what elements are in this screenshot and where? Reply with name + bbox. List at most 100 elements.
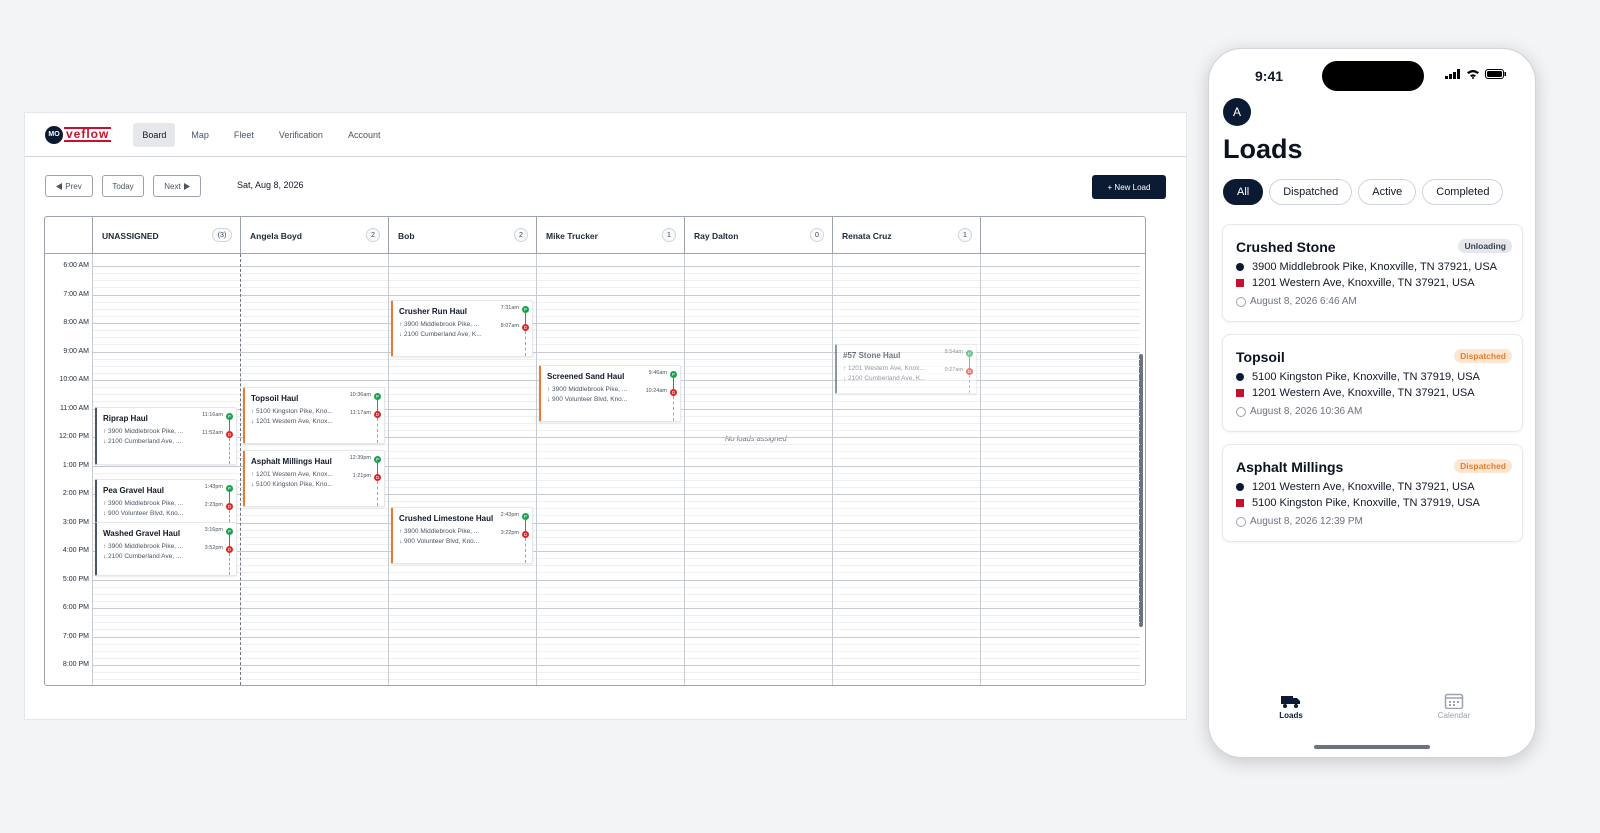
dropoff-pin-icon: D	[374, 411, 381, 418]
filter-dispatched[interactable]: Dispatched	[1269, 179, 1353, 205]
mobile-app: 9:41 A Loads All Dispatched Active Compl…	[1208, 48, 1536, 758]
pickup-time: 3:16pm	[204, 527, 223, 533]
route-tail	[229, 553, 230, 575]
quarter-gridline	[92, 479, 1140, 481]
load-list-item[interactable]: Asphalt Millings Dispatched 1201 Western A…	[1222, 444, 1523, 542]
pickup-pin-icon: P	[522, 513, 529, 520]
tab-calendar-label: Calendar	[1437, 711, 1471, 720]
filter-active[interactable]: Active	[1358, 179, 1417, 205]
tab-calendar[interactable]: Calendar	[1424, 693, 1484, 720]
pickup-address: ↑ 3900 Middlebrook Pike, ...	[103, 543, 184, 550]
hour-gridline	[92, 351, 1140, 353]
hour-gridline	[92, 551, 1140, 552]
column-name: Ray Dalton	[694, 230, 739, 241]
dropoff-address: 1201 Western Ave, Knoxville, TN 37921, U…	[1252, 277, 1475, 289]
tab-loads[interactable]: Loads	[1261, 693, 1321, 720]
pickup-time: 10:36am	[349, 392, 371, 398]
avatar[interactable]: A	[1223, 98, 1251, 126]
tab-loads-label: Loads	[1279, 711, 1303, 720]
route-line	[525, 520, 526, 531]
dropoff-pin-icon: D	[522, 324, 529, 331]
column-header-driver: Mike Trucker 1	[536, 217, 684, 254]
pickup-dot-icon	[1236, 373, 1244, 381]
quarter-gridline	[92, 330, 1140, 332]
load-time: August 8, 2026 10:36 AM	[1250, 406, 1363, 417]
pickup-time: 8:54am	[944, 349, 963, 355]
moveflow-logo[interactable]: MO veflow	[45, 125, 112, 144]
load-list-item[interactable]: Crushed Stone Unloading 3900 Middlebrook P…	[1222, 224, 1523, 322]
quarter-gridline	[92, 315, 1140, 317]
pickup-dot-icon	[1236, 263, 1244, 271]
new-load-button[interactable]: + New Load	[1092, 175, 1166, 199]
dynamic-island	[1322, 61, 1424, 91]
nav-tab-fleet[interactable]: Fleet	[233, 129, 254, 140]
load-card[interactable]: #57 Stone Haul ↑ 1201 Western Ave, Knox..…	[835, 344, 977, 394]
dropoff-address: ↓ 5100 Kingston Pike, Kno...	[251, 481, 333, 488]
quarter-gridline	[92, 543, 1140, 545]
route-line	[525, 313, 526, 324]
quarter-gridline	[92, 650, 1140, 652]
home-indicator	[1314, 745, 1430, 749]
nav-tab-board[interactable]: Board	[133, 122, 176, 147]
quarter-gridline	[92, 657, 1140, 659]
time-label: 6:00 PM	[62, 604, 89, 611]
prev-button[interactable]: Prev	[45, 175, 93, 197]
dropoff-address: ↓ 1201 Western Ave, Knox...	[251, 418, 333, 425]
next-button[interactable]: Next	[153, 175, 201, 197]
triangle-right-icon	[183, 182, 190, 190]
load-card[interactable]: Washed Gravel Haul ↑ 3900 Middlebrook Pik…	[95, 522, 237, 576]
nav-tab-verification[interactable]: Verification	[278, 129, 323, 140]
today-button[interactable]: Today	[102, 175, 144, 197]
pickup-pin-icon: P	[374, 456, 381, 463]
route-tail	[525, 538, 526, 563]
nav-tab-map[interactable]: Map	[191, 129, 209, 140]
load-timestamp: August 8, 2026 10:36 AM	[1236, 406, 1362, 417]
load-list-item[interactable]: Topsoil Dispatched 5100 Kingston Pike, Kno…	[1222, 334, 1523, 432]
route-line	[377, 463, 378, 474]
dropoff-address: ↓ 900 Volunteer Blvd, Kno...	[547, 396, 628, 403]
column-header-unassigned: UNASSIGNED (3)	[92, 217, 240, 254]
load-card[interactable]: Screened Sand Haul ↑ 3900 Middlebrook Pik…	[539, 365, 681, 422]
quarter-gridline	[92, 458, 1140, 460]
pickup-pin-icon: P	[374, 393, 381, 400]
column-divider	[536, 254, 537, 685]
column-divider	[240, 254, 241, 685]
vertical-scrollbar[interactable]	[1139, 354, 1143, 627]
quarter-gridline	[92, 515, 1140, 517]
hour-gridline	[92, 294, 1140, 296]
time-label: 8:00 AM	[63, 319, 89, 326]
wifi-icon	[1467, 70, 1479, 79]
time-label: 2:00 PM	[62, 490, 89, 497]
load-card[interactable]: Crusher Run Haul ↑ 3900 Middlebrook Pike,…	[391, 300, 533, 357]
hour-gridline	[92, 437, 1140, 438]
load-card[interactable]: Riprap Haul ↑ 3900 Middlebrook Pike, ... ↓…	[95, 407, 237, 465]
load-card[interactable]: Asphalt Millings Haul ↑ 1201 Western Ave,…	[243, 450, 385, 507]
dropoff-address: ↓ 2100 Cumberland Ave, ...	[103, 438, 182, 445]
hour-gridline	[92, 494, 1140, 495]
load-timestamp: August 8, 2026 12:39 PM	[1236, 516, 1363, 527]
load-card[interactable]: Pea Gravel Haul ↑ 3900 Middlebrook Pike, …	[95, 479, 237, 523]
load-time: August 8, 2026 12:39 PM	[1250, 516, 1363, 527]
dropoff-row: 1201 Western Ave, Knoxville, TN 37921, U…	[1236, 277, 1475, 289]
quarter-gridline	[92, 643, 1140, 645]
page-title: Loads	[1223, 134, 1303, 164]
time-label: 12:00 PM	[59, 433, 89, 440]
column-count-badge: 2	[514, 228, 528, 242]
load-card[interactable]: Topsoil Haul ↑ 5100 Kingston Pike, Kno...…	[243, 387, 385, 444]
route-line	[229, 535, 230, 546]
truck-icon	[1281, 696, 1300, 708]
pickup-time: 1:43pm	[204, 484, 223, 490]
filter-completed[interactable]: Completed	[1422, 179, 1504, 205]
dropoff-pin-icon: D	[522, 531, 529, 538]
pickup-pin-icon: P	[226, 413, 233, 420]
column-divider	[92, 254, 93, 685]
nav-tab-account[interactable]: Account	[347, 129, 381, 140]
pickup-row: 1201 Western Ave, Knoxville, TN 37921, U…	[1236, 481, 1475, 493]
dropoff-time: 11:17am	[350, 410, 371, 416]
route-line	[229, 420, 230, 431]
time-label: 6:00 AM	[63, 262, 89, 269]
filter-all[interactable]: All	[1223, 179, 1264, 205]
load-card[interactable]: Crushed Limestone Haul ↑ 3900 Middlebrook…	[391, 507, 533, 564]
route-tail	[229, 438, 230, 464]
dropoff-pin-icon: D	[226, 503, 233, 510]
